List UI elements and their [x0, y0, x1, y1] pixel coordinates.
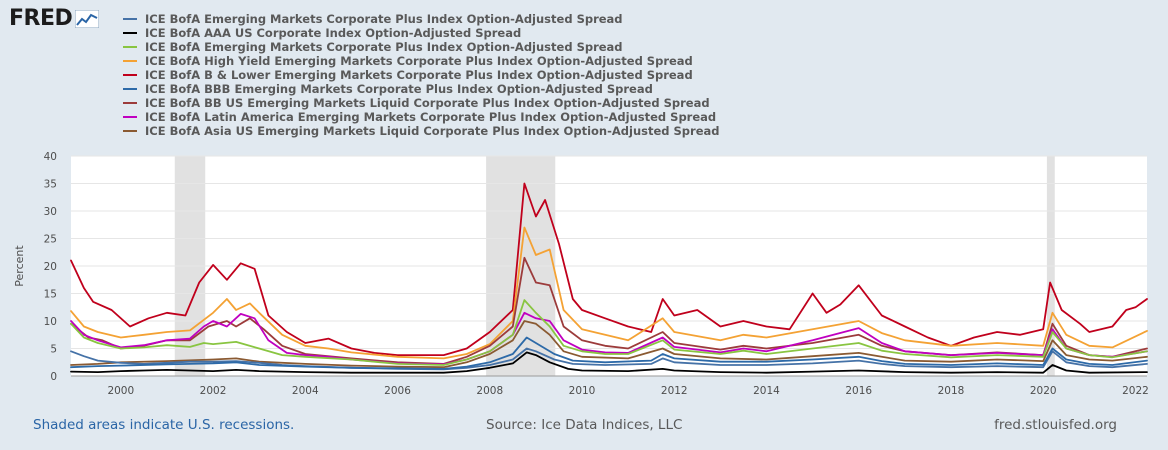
y-tick-label: 35 — [44, 179, 57, 191]
legend-swatch — [123, 116, 137, 118]
y-tick-label: 25 — [44, 234, 57, 246]
legend-item: ICE BofA BBB Emerging Markets Corporate … — [123, 82, 719, 96]
y-axis-title: Percent — [13, 245, 26, 287]
series-line — [70, 347, 1148, 371]
legend-swatch — [123, 60, 137, 62]
legend-swatch — [123, 88, 137, 90]
series-line — [70, 226, 1148, 360]
legend-label: ICE BofA Emerging Markets Corporate Plus… — [145, 40, 623, 54]
chart-plot: 0 5 10 15 20 25 30 35 40 2000 2002 2004 2006 2008 2010… — [13, 151, 1149, 397]
x-tick-label: 2000 — [107, 385, 134, 397]
recession-note: Shaded areas indicate U.S. recessions. — [33, 417, 295, 433]
y-tick-label: 5 — [50, 344, 57, 356]
site-link[interactable]: fred.stlouisfed.org — [994, 417, 1117, 433]
fred-logo[interactable]: FRED — [9, 6, 100, 31]
legend-label: ICE BofA B & Lower Emerging Markets Corp… — [145, 68, 693, 82]
series-line — [70, 182, 1148, 357]
legend-swatch — [123, 130, 137, 132]
x-tick-label: 2022 — [1122, 385, 1149, 397]
y-tick-label: 30 — [44, 206, 57, 218]
chart-line-icon — [75, 9, 100, 28]
legend-label: ICE BofA Latin America Emerging Markets … — [145, 110, 717, 124]
legend-swatch — [123, 74, 137, 76]
x-tick-label: 2008 — [476, 385, 503, 397]
legend-label: ICE BofA Asia US Emerging Markets Liquid… — [145, 124, 720, 138]
x-tick-label: 2014 — [753, 385, 780, 397]
x-tick-label: 2006 — [384, 385, 411, 397]
logo-text: FRED — [9, 6, 73, 31]
series-line — [70, 336, 1148, 370]
x-tick-label: 2004 — [292, 385, 319, 397]
legend-label: ICE BofA BB US Emerging Markets Liquid C… — [145, 96, 710, 110]
y-tick-label: 20 — [44, 261, 57, 273]
legend-item: ICE BofA AAA US Corporate Index Option-A… — [123, 26, 719, 40]
source-text: Source: Ice Data Indices, LLC — [486, 417, 683, 433]
legend-swatch — [123, 46, 137, 48]
x-tick-label: 2020 — [1030, 385, 1057, 397]
legend-item: ICE BofA High Yield Emerging Markets Cor… — [123, 54, 719, 68]
legend-item: ICE BofA B & Lower Emerging Markets Corp… — [123, 68, 719, 82]
legend-item: ICE BofA Emerging Markets Corporate Plus… — [123, 12, 719, 26]
legend-swatch — [123, 102, 137, 104]
legend-swatch — [123, 32, 137, 34]
series-line — [70, 299, 1148, 366]
legend-item: ICE BofA Emerging Markets Corporate Plus… — [123, 40, 719, 54]
y-tick-label: 15 — [44, 289, 57, 301]
legend-label: ICE BofA High Yield Emerging Markets Cor… — [145, 54, 693, 68]
y-tick-label: 40 — [44, 151, 57, 163]
legend-item: ICE BofA Asia US Emerging Markets Liquid… — [123, 124, 719, 138]
x-tick-label: 2018 — [938, 385, 965, 397]
series-line — [70, 351, 1148, 374]
legend-label: ICE BofA AAA US Corporate Index Option-A… — [145, 26, 522, 40]
y-tick-label: 0 — [50, 371, 57, 383]
legend-label: ICE BofA BBB Emerging Markets Corporate … — [145, 82, 653, 96]
legend-label: ICE BofA Emerging Markets Corporate Plus… — [145, 12, 623, 26]
x-tick-label: 2010 — [569, 385, 596, 397]
x-tick-label: 2012 — [661, 385, 688, 397]
legend-item: ICE BofA Latin America Emerging Markets … — [123, 110, 719, 124]
series-line — [70, 311, 1148, 366]
legend-item: ICE BofA BB US Emerging Markets Liquid C… — [123, 96, 719, 110]
x-tick-label: 2016 — [845, 385, 872, 397]
series-line — [70, 320, 1148, 369]
legend-swatch — [123, 18, 137, 20]
x-tick-label: 2002 — [200, 385, 227, 397]
chart-legend: ICE BofA Emerging Markets Corporate Plus… — [123, 12, 719, 138]
y-tick-label: 10 — [44, 316, 57, 328]
